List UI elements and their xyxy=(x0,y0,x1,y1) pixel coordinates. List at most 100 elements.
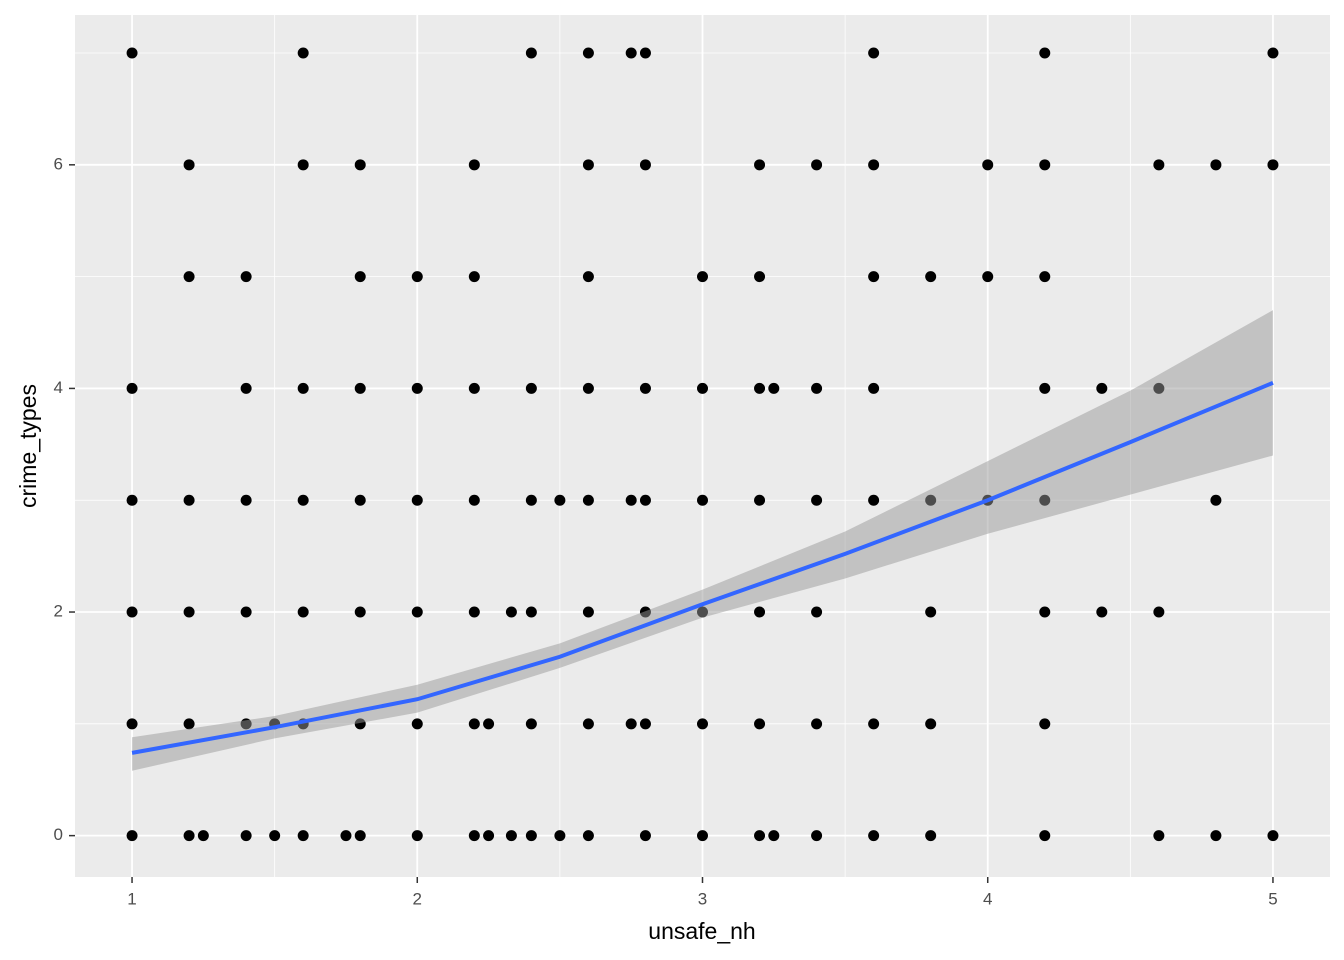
point xyxy=(525,47,537,59)
point xyxy=(183,271,195,283)
point xyxy=(1267,830,1279,842)
point xyxy=(1039,159,1051,171)
x-axis-title: unsafe_nh xyxy=(648,918,755,944)
point xyxy=(754,494,766,506)
point xyxy=(240,606,252,618)
point xyxy=(868,271,880,283)
point xyxy=(697,718,708,730)
point xyxy=(768,830,780,842)
point xyxy=(525,606,537,618)
point xyxy=(582,159,594,171)
point xyxy=(582,830,594,842)
point xyxy=(982,159,994,171)
point xyxy=(582,47,594,59)
point xyxy=(639,718,651,730)
point xyxy=(525,830,537,842)
point xyxy=(925,271,937,283)
point xyxy=(411,830,423,842)
point xyxy=(925,830,937,842)
point xyxy=(1153,159,1165,171)
point xyxy=(868,494,880,506)
point xyxy=(1267,47,1279,59)
point xyxy=(126,830,138,842)
point xyxy=(697,382,708,394)
point xyxy=(183,830,195,842)
y-tick-label: 0 xyxy=(54,825,63,844)
point xyxy=(483,830,495,842)
point xyxy=(354,382,366,394)
point xyxy=(811,830,823,842)
point xyxy=(525,494,537,506)
x-tick-label: 2 xyxy=(413,889,422,908)
point xyxy=(1153,606,1165,618)
point xyxy=(483,718,495,730)
point xyxy=(240,382,252,394)
point xyxy=(1039,382,1051,394)
point xyxy=(468,606,480,618)
point xyxy=(197,830,209,842)
point xyxy=(639,159,651,171)
point xyxy=(468,271,480,283)
point xyxy=(411,718,423,730)
point xyxy=(1153,830,1165,842)
point xyxy=(754,382,766,394)
point xyxy=(1039,718,1051,730)
point xyxy=(411,606,423,618)
point xyxy=(1210,494,1222,506)
x-tick-label: 3 xyxy=(698,889,707,908)
point xyxy=(297,159,309,171)
point xyxy=(625,47,637,59)
point xyxy=(768,382,780,394)
point xyxy=(1039,47,1051,59)
y-tick-label: 4 xyxy=(54,378,63,397)
point xyxy=(639,830,651,842)
smooth-line xyxy=(131,380,1274,755)
y-axis-title: crime_types xyxy=(15,384,41,508)
point xyxy=(868,382,880,394)
point xyxy=(468,494,480,506)
point xyxy=(297,47,309,59)
point xyxy=(126,718,138,730)
point xyxy=(1210,159,1222,171)
point xyxy=(354,271,366,283)
point xyxy=(1210,830,1222,842)
point xyxy=(354,606,366,618)
point xyxy=(811,494,823,506)
point xyxy=(468,159,480,171)
point xyxy=(754,606,766,618)
point xyxy=(639,382,651,394)
point xyxy=(982,271,994,283)
point xyxy=(126,494,138,506)
point xyxy=(811,718,823,730)
point xyxy=(183,494,195,506)
point xyxy=(582,271,594,283)
point xyxy=(625,718,637,730)
point xyxy=(126,606,138,618)
y-tick-label: 6 xyxy=(54,154,63,173)
point xyxy=(811,606,823,618)
point xyxy=(240,494,252,506)
confidence-band xyxy=(132,310,1273,771)
point xyxy=(1039,830,1051,842)
point xyxy=(468,830,480,842)
point xyxy=(582,494,594,506)
point xyxy=(582,382,594,394)
x-tick-label: 5 xyxy=(1268,889,1277,908)
point xyxy=(354,159,366,171)
point xyxy=(126,47,138,59)
point xyxy=(639,47,651,59)
point xyxy=(639,494,651,506)
point xyxy=(525,718,537,730)
point xyxy=(240,271,252,283)
point xyxy=(505,830,517,842)
point xyxy=(554,494,566,506)
point xyxy=(297,606,309,618)
point xyxy=(582,718,594,730)
point xyxy=(468,382,480,394)
point xyxy=(505,606,517,618)
point xyxy=(582,606,594,618)
point xyxy=(754,159,766,171)
point xyxy=(925,718,937,730)
point xyxy=(625,494,637,506)
